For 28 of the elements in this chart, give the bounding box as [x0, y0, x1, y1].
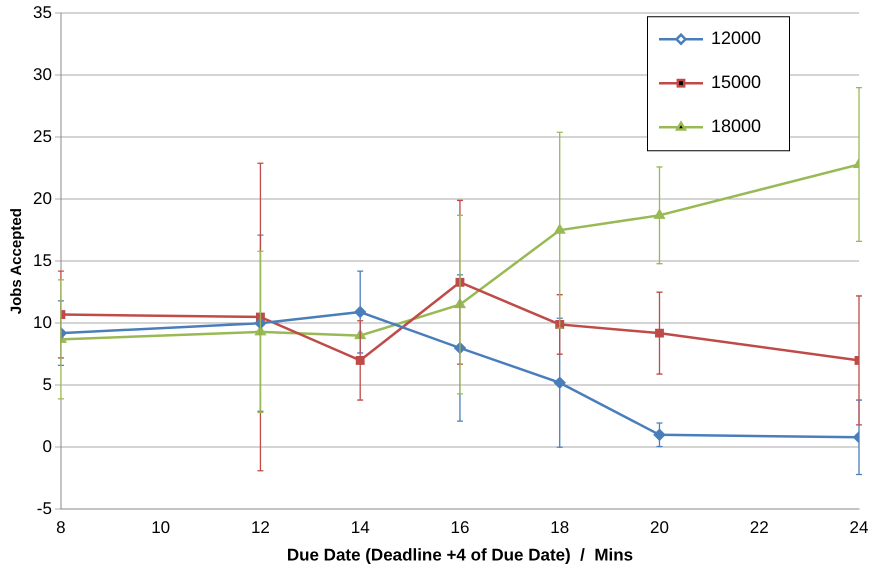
legend-label: 15000 [711, 72, 762, 92]
x-tick-label: 8 [56, 518, 66, 538]
y-tick-label: 20 [32, 188, 52, 208]
x-tick-label: 14 [350, 518, 370, 538]
y-axis-title: Jobs Accepted [8, 208, 26, 314]
legend-label: 18000 [711, 116, 762, 136]
y-tick-label: 30 [32, 64, 52, 84]
point [655, 328, 664, 338]
point [654, 210, 665, 219]
x-tick-label: 12 [250, 518, 270, 538]
y-tick-label: 25 [32, 126, 52, 146]
x-tick-label: 20 [650, 518, 669, 538]
point [255, 326, 266, 336]
point [654, 429, 666, 441]
x-tick-label: 24 [850, 518, 868, 538]
legend-label: 12000 [711, 28, 762, 48]
y-tick-label: 10 [32, 312, 52, 332]
x-tick-label: 16 [450, 518, 470, 538]
x-axis-title: Due Date (Deadline +4 of Due Date) / Mins [286, 545, 634, 564]
y-tick-label: 0 [42, 436, 52, 456]
x-tick-label: 22 [750, 518, 769, 538]
y-tick-label: 15 [32, 250, 52, 270]
y-tick-label: 35 [32, 2, 52, 22]
x-tick-label: 18 [550, 518, 570, 538]
x-tick-label: 10 [151, 518, 170, 538]
point [454, 298, 466, 308]
y-tick-label: -5 [36, 498, 52, 518]
y-tick-label: 5 [42, 374, 52, 394]
